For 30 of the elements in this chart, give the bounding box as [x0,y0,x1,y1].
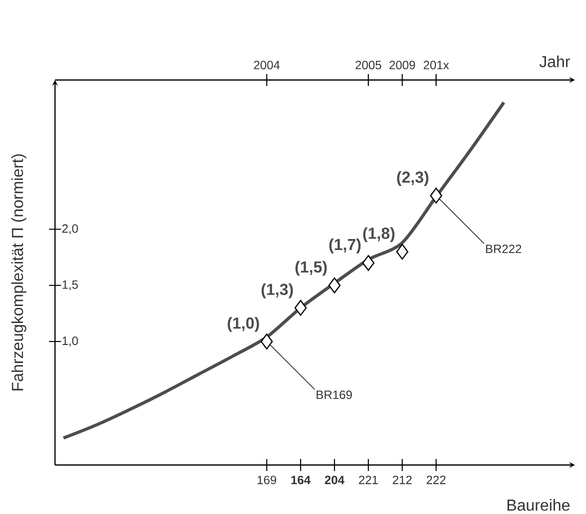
y-tick-label: 2,0 [62,224,78,234]
x-tick-label: 169 [258,476,276,484]
x-tick-label: 222 [426,476,446,484]
annotation: 2004 [254,60,280,70]
data-label: (1,0) [228,317,260,332]
point [294,300,307,316]
data-label: (1,3) [262,283,293,298]
y-tick-label: 1,0 [62,336,78,346]
annotation: BR169 [316,390,352,400]
x2-axis-title: Jahr [539,56,570,68]
annotation: 201x [424,60,449,70]
data-label: (1,8) [363,227,395,242]
point [328,277,341,294]
x-tick-label: 204 [324,476,344,484]
data-label: (2,3) [397,171,428,186]
annotation: 2005 [356,60,382,70]
point [396,244,408,260]
x-axis-title: Baureihe [508,499,570,511]
data-label: (1,7) [329,238,361,254]
x-tick-label: 212 [392,476,412,484]
data-label: (1,5) [295,260,327,276]
x-tick-label: 164 [291,476,311,484]
point [362,255,374,271]
point [430,188,442,204]
x-tick-label: 221 [358,476,378,484]
annotation: BR222 [486,244,522,253]
point [260,334,273,350]
y-tick-label: 1,5 [62,280,78,290]
y-axis-title: Fahrzeugkomplexität Π (normiert) [11,154,26,390]
annotation: 2009 [389,60,416,70]
